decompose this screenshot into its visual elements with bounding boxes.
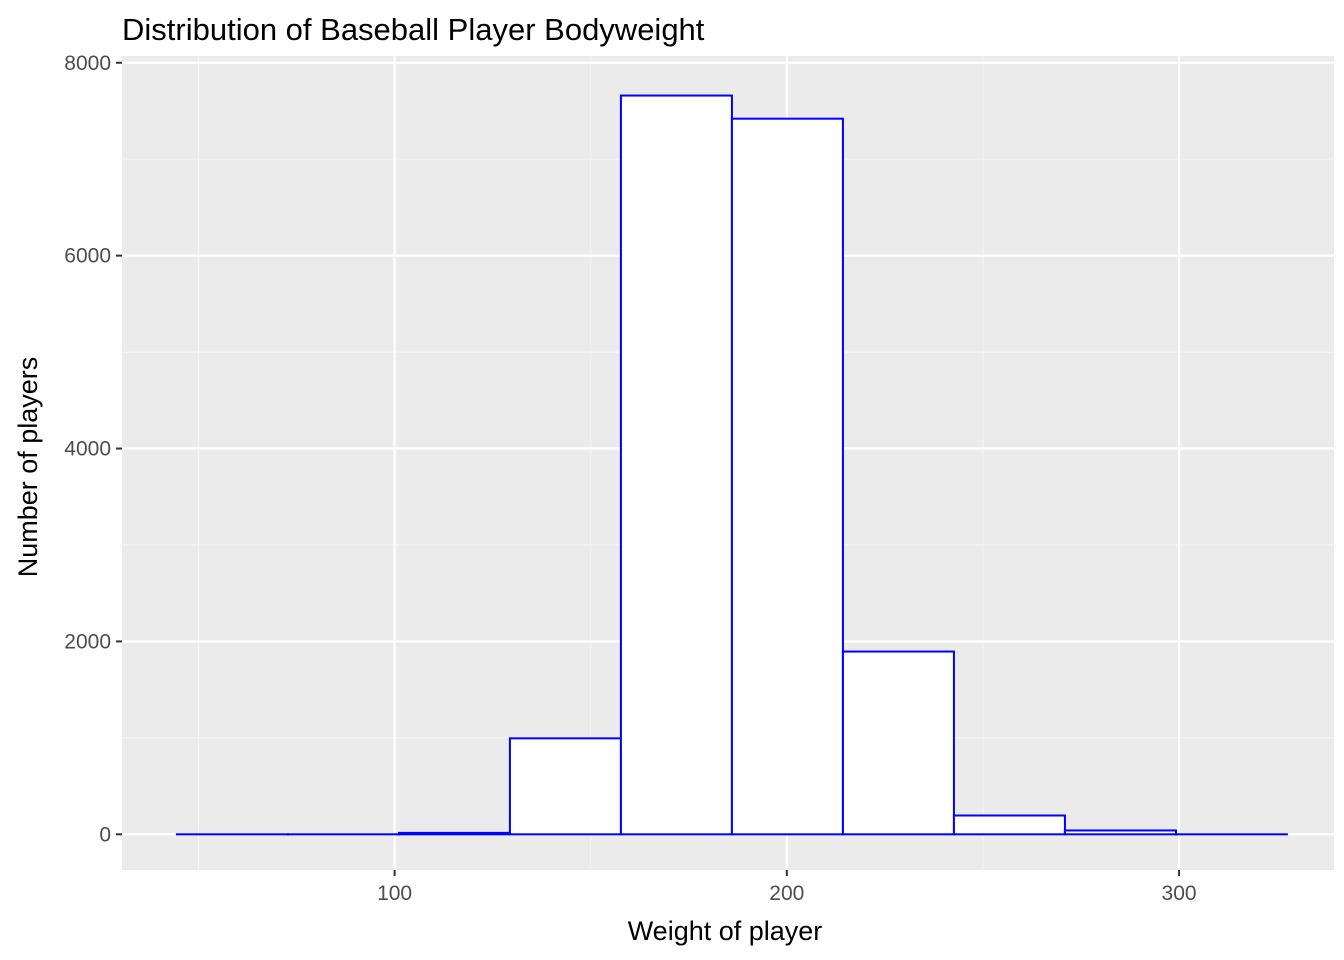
x-axis: 100 200 300 bbox=[377, 870, 1197, 905]
y-tick-label: 0 bbox=[99, 823, 111, 846]
y-axis-title: Number of players bbox=[13, 357, 43, 578]
histogram-bar bbox=[1063, 829, 1177, 836]
y-axis: 0 2000 4000 6000 8000 bbox=[64, 52, 122, 846]
y-tick-label: 2000 bbox=[64, 630, 111, 653]
histogram-bar bbox=[730, 117, 844, 836]
y-tick-label: 4000 bbox=[64, 438, 111, 461]
histogram-bars bbox=[175, 94, 1288, 836]
y-tick-label: 6000 bbox=[64, 245, 111, 268]
chart-title: Distribution of Baseball Player Bodyweig… bbox=[122, 12, 705, 47]
x-axis-title: Weight of player bbox=[628, 916, 823, 946]
x-tick-label: 300 bbox=[1162, 882, 1197, 905]
x-tick-label: 100 bbox=[377, 882, 412, 905]
y-tick-label: 8000 bbox=[64, 52, 111, 75]
histogram-bar bbox=[841, 650, 955, 836]
histogram-bar bbox=[397, 831, 511, 836]
histogram-bar bbox=[619, 94, 733, 836]
histogram-bar bbox=[508, 737, 622, 836]
x-tick-label: 200 bbox=[769, 882, 804, 905]
histogram-bar bbox=[952, 814, 1066, 836]
